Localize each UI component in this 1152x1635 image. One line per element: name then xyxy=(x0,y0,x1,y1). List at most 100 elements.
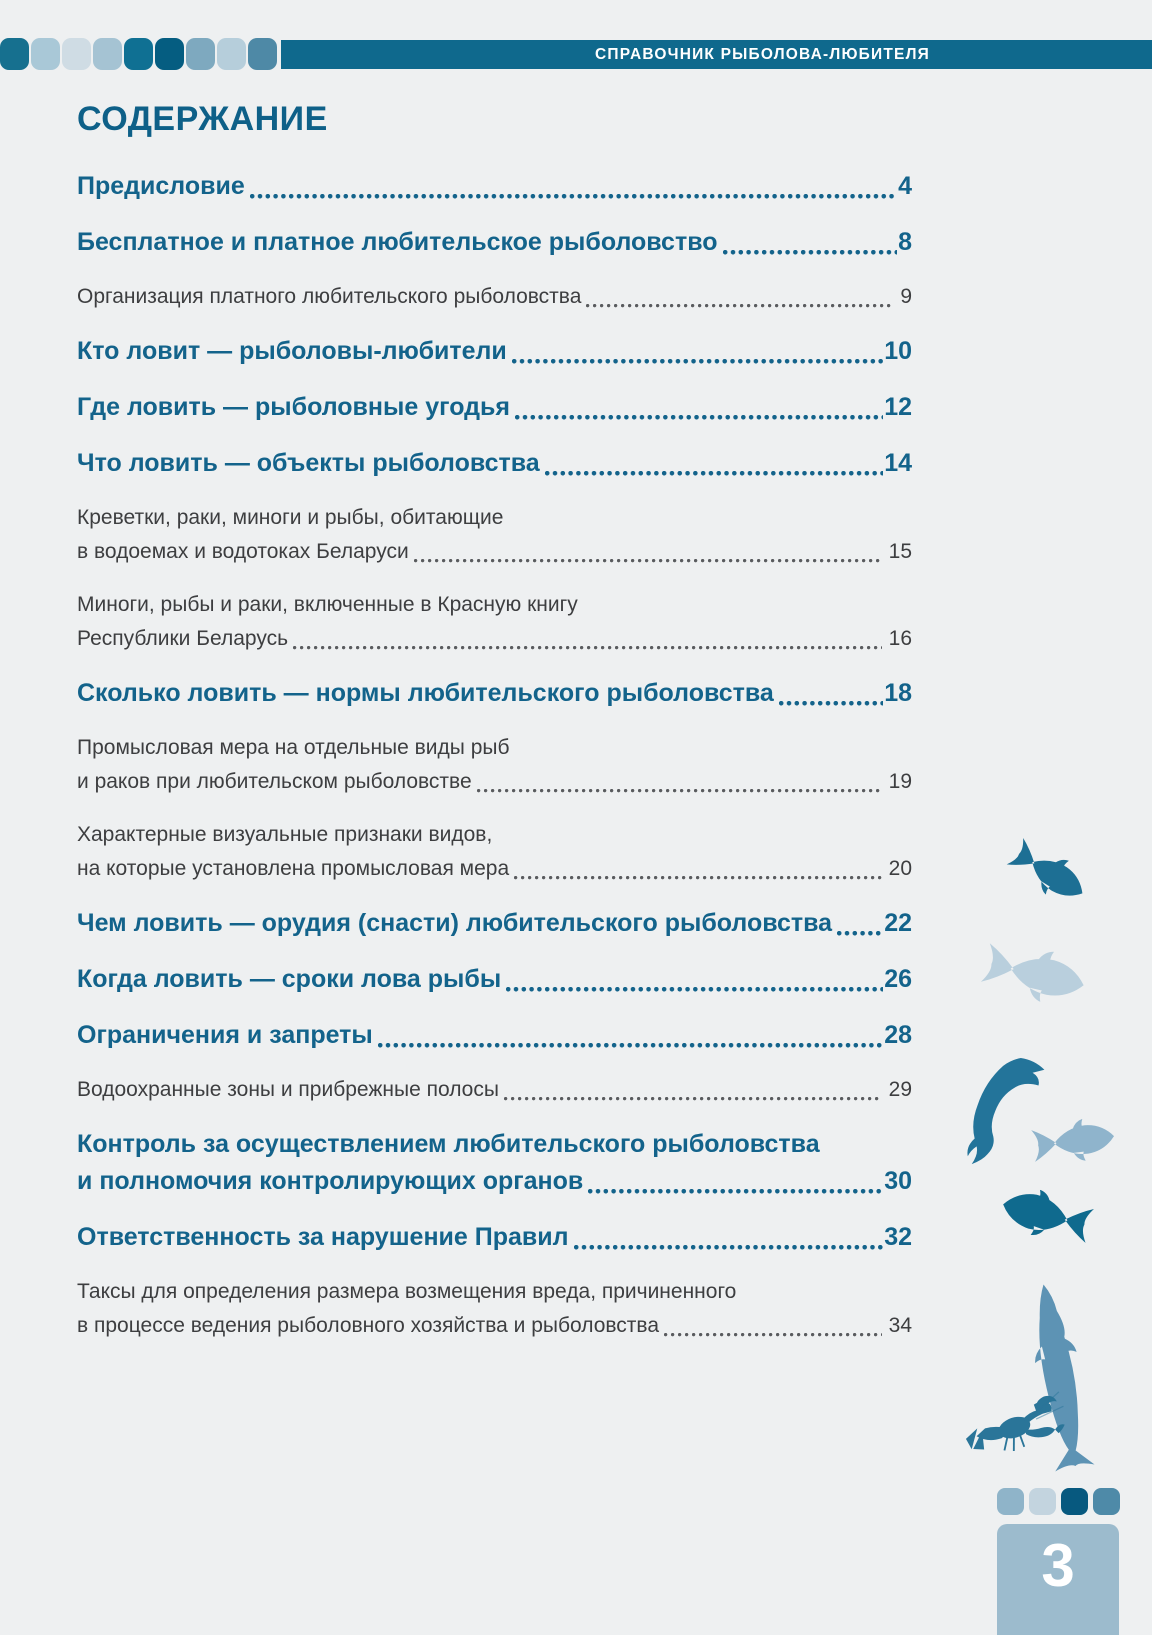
pike-fish-icon xyxy=(1017,1280,1103,1476)
dotted-leader xyxy=(544,471,884,476)
toc-entry: Миноги, рыбы и раки, включенные в Красну… xyxy=(77,588,912,656)
toc-entry: Где ловить — рыболовные угодья 12 xyxy=(77,389,912,426)
page-title: СОДЕРЖАНИЕ xyxy=(77,100,328,138)
toc-entry-row: Где ловить — рыболовные угодья 12 xyxy=(77,389,912,426)
toc-entry-line: Промысловая мера на отдельные виды рыб xyxy=(77,736,510,759)
toc-entry: Чем ловить — орудия (снасти) любительско… xyxy=(77,905,912,942)
toc-entry-title: Предисловие xyxy=(77,172,245,200)
toc-entry: Организация платного любительского рыбол… xyxy=(77,280,912,314)
toc-entry-title: Что ловить — объекты рыболовства xyxy=(77,449,540,477)
toc-entry-line: Креветки, раки, миноги и рыбы, обитающие xyxy=(77,506,504,529)
toc-entry-title: Организация платного любительского рыбол… xyxy=(77,285,582,308)
toc-entry-row: и полномочия контролирующих органов 30 xyxy=(77,1163,912,1200)
dotted-leader xyxy=(293,646,882,650)
toc-entry-title: Когда ловить — сроки лова рыбы xyxy=(77,965,502,993)
toc-entry-line: Характерные визуальные признаки видов, xyxy=(77,823,493,846)
dotted-leader xyxy=(377,1043,884,1048)
toc-entry-title: Сколько ловить — нормы любительского рыб… xyxy=(77,679,774,707)
header-square xyxy=(0,38,29,70)
header-square xyxy=(93,38,122,70)
toc-entry: Водоохранные зоны и прибрежные полосы 29 xyxy=(77,1073,912,1107)
toc-entry-page-number: 14 xyxy=(884,449,912,477)
header-squares-decoration xyxy=(0,38,277,70)
toc-entry-title: Республики Беларусь xyxy=(77,627,289,650)
toc-entry-row: Ограничения и запреты 28 xyxy=(77,1017,912,1054)
toc-entry-row: Чем ловить — орудия (снасти) любительско… xyxy=(77,905,912,942)
toc-entry-page-number: 12 xyxy=(884,393,912,421)
toc-entry-row: Что ловить — объекты рыболовства 14 xyxy=(77,445,912,482)
toc-entry-page-number: 16 xyxy=(888,627,912,650)
toc-entry-page-number: 8 xyxy=(898,228,912,256)
dotted-leader xyxy=(573,1245,884,1250)
bream-fish-icon xyxy=(996,1182,1096,1249)
header-square xyxy=(62,38,91,70)
dotted-leader xyxy=(503,1097,882,1101)
toc-entry: Что ловить — объекты рыболовства 14 xyxy=(77,445,912,482)
footer-square xyxy=(1061,1488,1088,1515)
footer-squares-decoration xyxy=(997,1488,1120,1515)
toc-entry: Сколько ловить — нормы любительского рыб… xyxy=(77,675,912,712)
toc-entry-page-number: 9 xyxy=(900,285,912,308)
toc-entry-row: Сколько ловить — нормы любительского рыб… xyxy=(77,675,912,712)
toc-entry-row: на которые установлена промысловая мера 2… xyxy=(77,852,912,886)
toc-entry-title: Бесплатное и платное любительское рыболо… xyxy=(77,228,718,256)
toc-entry-page-number: 20 xyxy=(888,857,912,880)
toc-entry-title: Ограничения и запреты xyxy=(77,1021,373,1049)
header-square xyxy=(248,38,277,70)
toc-entry: Промысловая мера на отдельные виды рыб и … xyxy=(77,731,912,799)
toc-entry-row: Кто ловит — рыболовы-любители 10 xyxy=(77,333,912,370)
toc-entry-row: и раков при любительском рыболовстве 19 xyxy=(77,765,912,799)
toc-entry: Когда ловить — сроки лова рыбы 26 xyxy=(77,961,912,998)
toc-entry-title: в водоемах и водотоках Беларуси xyxy=(77,540,409,563)
toc-entry-row: Предисловие 4 xyxy=(77,168,912,205)
toc-entry: Характерные визуальные признаки видов, на… xyxy=(77,818,912,886)
toc-entry-page-number: 30 xyxy=(884,1167,912,1195)
toc-entry-page-number: 18 xyxy=(884,679,912,707)
dotted-leader xyxy=(778,701,884,706)
toc-entry: Креветки, раки, миноги и рыбы, обитающие… xyxy=(77,501,912,569)
dotted-leader xyxy=(514,415,884,420)
footer-square xyxy=(1093,1488,1120,1515)
dotted-leader xyxy=(837,931,884,936)
toc-entry-row: в водоемах и водотоках Беларуси 15 xyxy=(77,535,912,569)
header-square xyxy=(217,38,246,70)
toc-entry-title: Чем ловить — орудия (снасти) любительско… xyxy=(77,909,833,937)
toc-entry: Предисловие 4 xyxy=(77,168,912,205)
toc-entry-page-number: 28 xyxy=(884,1021,912,1049)
toc-entry: Бесплатное и платное любительское рыболо… xyxy=(77,224,912,261)
toc-entry: Таксы для определения размера возмещения… xyxy=(77,1275,912,1343)
header-square xyxy=(31,38,60,70)
toc-entry-row: Организация платного любительского рыбол… xyxy=(77,280,912,314)
toc-entry: Кто ловит — рыболовы-любители 10 xyxy=(77,333,912,370)
toc-entry-page-number: 4 xyxy=(898,172,912,200)
toc-entry: Контроль за осуществлением любительского… xyxy=(77,1126,912,1200)
toc-entry-row: Ответственность за нарушение Правил 32 xyxy=(77,1219,912,1256)
toc-entry-row: Когда ловить — сроки лова рыбы 26 xyxy=(77,961,912,998)
dotted-leader xyxy=(588,1189,884,1194)
toc-entry-line: Контроль за осуществлением любительского… xyxy=(77,1130,820,1158)
dotted-leader xyxy=(476,789,882,793)
dotted-leader xyxy=(506,987,884,992)
toc-entry-page-number: 26 xyxy=(884,965,912,993)
dotted-leader xyxy=(664,1333,882,1337)
book-title: СПРАВОЧНИК РЫБОЛОВА-ЛЮБИТЕЛЯ xyxy=(595,45,930,63)
toc-entry-title: и полномочия контролирующих органов xyxy=(77,1167,584,1195)
toc-entry-page-number: 19 xyxy=(888,770,912,793)
small-fish-icon xyxy=(1030,1115,1118,1167)
toc-entry-title: Кто ловит — рыболовы-любители xyxy=(77,337,507,365)
toc-entry: Ответственность за нарушение Правил 32 xyxy=(77,1219,912,1256)
dotted-leader xyxy=(586,304,894,308)
toc-entry-title: Где ловить — рыболовные угодья xyxy=(77,393,510,421)
toc-entry-row: Республики Беларусь 16 xyxy=(77,622,912,656)
toc-entry-page-number: 10 xyxy=(884,337,912,365)
footer-square xyxy=(997,1488,1024,1515)
dotted-leader xyxy=(413,559,882,563)
header-square xyxy=(124,38,153,70)
table-of-contents: Предисловие 4 Бесплатное и платное любител… xyxy=(77,168,912,1362)
page-number-box: 3 xyxy=(997,1524,1119,1635)
toc-entry-title: на которые установлена промысловая мера xyxy=(77,857,510,880)
dotted-leader xyxy=(511,359,884,364)
toc-entry-title: Водоохранные зоны и прибрежные полосы xyxy=(77,1078,499,1101)
light-fish-icon xyxy=(978,937,1091,1011)
toc-entry-page-number: 15 xyxy=(888,540,912,563)
